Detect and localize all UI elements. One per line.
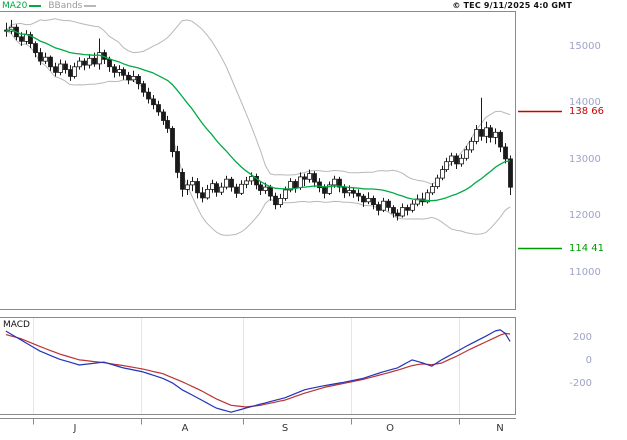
ma20-line-sample-icon xyxy=(29,5,42,7)
x-axis-month-august: A xyxy=(181,423,189,434)
macd-tick-neg200: -200 xyxy=(569,378,592,389)
legend: MA20 BBands xyxy=(2,1,103,11)
macd-tick-200: 200 xyxy=(572,332,592,343)
level-label-0: 138 66 xyxy=(569,105,604,117)
x-axis-month-october: O xyxy=(386,423,394,434)
legend-ma20-label: MA20 xyxy=(2,1,28,11)
price-tick-13000: 13000 xyxy=(569,154,601,165)
price-tick-11000: 11000 xyxy=(569,267,601,278)
level-label-1: 114 41 xyxy=(569,242,604,254)
macd-panel-title: MACD xyxy=(3,320,30,330)
copyright-text: © TEC 9/11/2025 4:0 GMT xyxy=(452,1,572,10)
x-axis-month-november: N xyxy=(496,423,504,434)
macd-tick-0: 0 xyxy=(585,355,592,366)
x-axis-month-september: S xyxy=(281,423,289,434)
x-axis-month-july: J xyxy=(73,423,77,434)
price-tick-15000: 15000 xyxy=(569,41,601,52)
price-tick-14000: 14000 xyxy=(569,97,601,108)
price-tick-12000: 12000 xyxy=(569,210,601,221)
bbands-line-sample-icon xyxy=(84,5,97,7)
legend-bbands-label: BBands xyxy=(48,1,83,11)
